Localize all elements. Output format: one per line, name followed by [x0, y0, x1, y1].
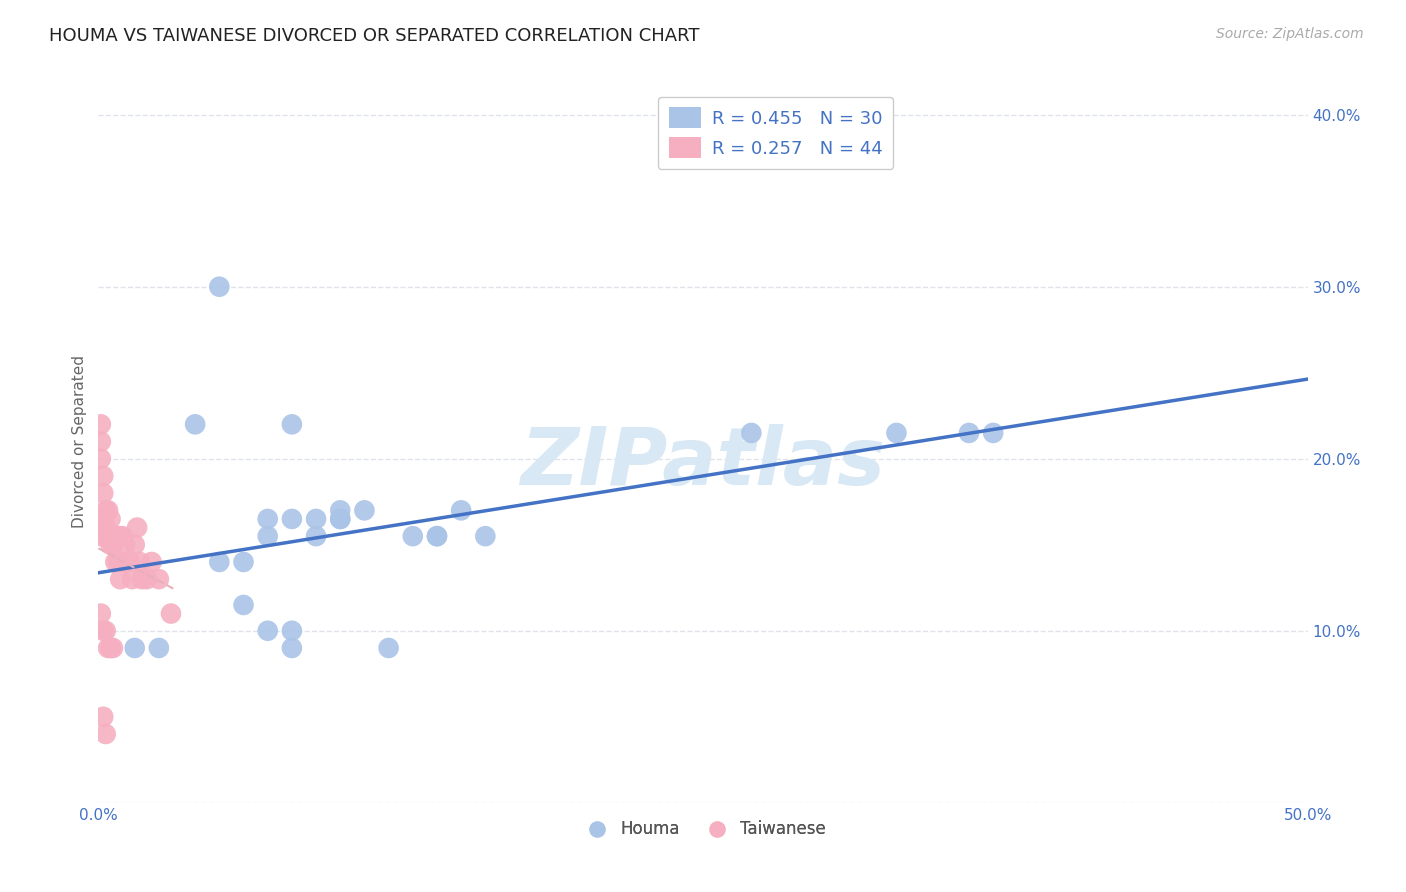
Point — [148, 640, 170, 655]
Point — [97, 503, 120, 517]
Point — [111, 529, 134, 543]
Text: HOUMA VS TAIWANESE DIVORCED OR SEPARATED CORRELATION CHART: HOUMA VS TAIWANESE DIVORCED OR SEPARATED… — [49, 27, 700, 45]
Point — [100, 512, 122, 526]
Point — [90, 529, 112, 543]
Point — [91, 469, 114, 483]
Point — [114, 538, 136, 552]
Point — [256, 624, 278, 638]
Point — [127, 520, 149, 534]
Point — [90, 434, 112, 449]
Point — [305, 529, 328, 543]
Point — [100, 538, 122, 552]
Point — [117, 555, 139, 569]
Point — [281, 417, 304, 432]
Point — [184, 417, 207, 432]
Point — [329, 512, 352, 526]
Point — [135, 572, 157, 586]
Point — [208, 279, 231, 293]
Legend: Houma, Taiwanese: Houma, Taiwanese — [574, 814, 832, 845]
Point — [91, 624, 114, 638]
Point — [101, 538, 124, 552]
Point — [450, 503, 472, 517]
Point — [740, 425, 762, 440]
Y-axis label: Divorced or Separated: Divorced or Separated — [72, 355, 87, 528]
Point — [981, 425, 1004, 440]
Point — [281, 640, 304, 655]
Point — [101, 529, 124, 543]
Point — [107, 529, 129, 543]
Point — [957, 425, 980, 440]
Text: ZIPatlas: ZIPatlas — [520, 425, 886, 502]
Point — [256, 529, 278, 543]
Point — [121, 572, 143, 586]
Point — [160, 607, 183, 621]
Point — [131, 572, 153, 586]
Point — [91, 486, 114, 500]
Point — [208, 555, 231, 569]
Text: Source: ZipAtlas.com: Source: ZipAtlas.com — [1216, 27, 1364, 41]
Point — [402, 529, 425, 543]
Point — [305, 512, 328, 526]
Point — [90, 451, 112, 466]
Point — [100, 640, 122, 655]
Point — [108, 529, 131, 543]
Point — [91, 710, 114, 724]
Point — [353, 503, 375, 517]
Point — [94, 520, 117, 534]
Point — [124, 538, 146, 552]
Point — [101, 640, 124, 655]
Point — [107, 555, 129, 569]
Point — [90, 607, 112, 621]
Point — [426, 529, 449, 543]
Point — [426, 529, 449, 543]
Point — [94, 727, 117, 741]
Point — [104, 529, 127, 543]
Point — [886, 425, 908, 440]
Point — [232, 555, 254, 569]
Point — [124, 640, 146, 655]
Point — [148, 572, 170, 586]
Point — [90, 417, 112, 432]
Point — [232, 598, 254, 612]
Point — [141, 555, 163, 569]
Point — [118, 555, 141, 569]
Point — [329, 512, 352, 526]
Point — [111, 555, 134, 569]
Point — [377, 640, 399, 655]
Point — [281, 512, 304, 526]
Point — [94, 503, 117, 517]
Point — [256, 512, 278, 526]
Point — [128, 555, 150, 569]
Point — [281, 624, 304, 638]
Point — [94, 529, 117, 543]
Point — [108, 572, 131, 586]
Point — [104, 555, 127, 569]
Point — [91, 512, 114, 526]
Point — [329, 503, 352, 517]
Point — [474, 529, 496, 543]
Point — [97, 529, 120, 543]
Point — [94, 624, 117, 638]
Point — [97, 640, 120, 655]
